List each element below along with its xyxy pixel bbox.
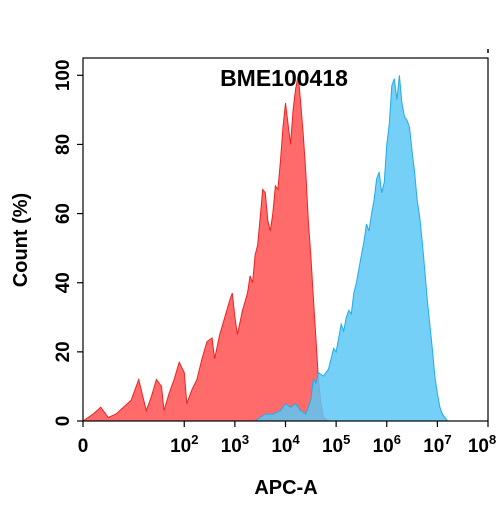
histogram-series-1 — [81, 75, 331, 422]
x-tick-label: 103 — [221, 432, 249, 457]
y-tick-label: 60 — [53, 203, 74, 224]
plot-area — [81, 75, 449, 422]
y-tick-label: 40 — [53, 272, 74, 293]
axes: 0 20 40 60 80 100 0 102 103 104 105 106 107 108 — [53, 49, 496, 457]
x-tick-label: 105 — [322, 432, 350, 457]
histogram-series-2 — [253, 75, 449, 422]
x-tick-label: 107 — [423, 432, 451, 457]
y-tick-label: 0 — [53, 416, 74, 427]
x-tick-label: 108 — [468, 432, 496, 457]
y-axis-label: Count (%) — [10, 193, 32, 287]
x-tick-label: 102 — [170, 432, 198, 457]
y-tick-label: 20 — [53, 341, 74, 362]
x-tick-label: 104 — [271, 432, 300, 457]
x-tick-label: 106 — [373, 432, 401, 457]
x-tick-label: 0 — [78, 436, 89, 457]
x-axis-label: APC-A — [254, 477, 317, 499]
chart-title: BME100418 — [220, 65, 348, 91]
y-tick-label: 100 — [53, 59, 74, 91]
y-tick-label: 80 — [53, 134, 74, 155]
